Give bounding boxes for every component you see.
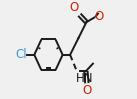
Text: O: O [69, 1, 79, 14]
Text: Cl: Cl [15, 48, 27, 61]
Text: O: O [82, 84, 92, 97]
Text: O: O [95, 10, 104, 23]
Text: HN: HN [76, 72, 93, 85]
